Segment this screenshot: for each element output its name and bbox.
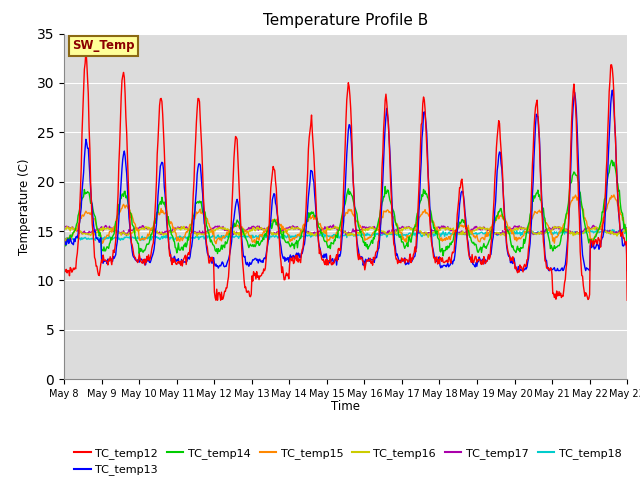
TC_temp16 [186,227,194,233]
Line: TC_temp13: TC_temp13 [64,90,627,271]
TC_temp15 [70,229,78,235]
TC_temp18 [623,229,631,235]
TC_temp15 [60,236,68,242]
TC_temp13 [609,87,616,93]
TC_temp18 [216,234,224,240]
TC_temp17 [216,224,224,230]
TC_temp12 [212,297,220,303]
TC_temp14 [186,230,193,236]
TC_temp18 [60,236,68,242]
Line: TC_temp14: TC_temp14 [64,160,627,256]
TC_temp13 [431,255,438,261]
TC_temp16 [128,230,136,236]
TC_temp16 [424,235,432,240]
TC_temp16 [180,224,188,229]
Line: TC_temp18: TC_temp18 [64,229,627,241]
TC_temp17 [186,228,194,234]
X-axis label: Time: Time [331,400,360,413]
Line: TC_temp16: TC_temp16 [64,227,627,238]
TC_temp12 [432,255,440,261]
TC_temp13 [414,229,422,235]
TC_temp12 [129,246,137,252]
TC_temp12 [623,297,631,303]
TC_temp12 [186,242,194,248]
Legend: TC_temp12, TC_temp13, TC_temp14, TC_temp15, TC_temp16, TC_temp17, TC_temp18: TC_temp12, TC_temp13, TC_temp14, TC_temp… [70,444,626,480]
TC_temp18 [431,232,439,238]
TC_temp17 [60,224,68,230]
TC_temp12 [70,266,78,272]
TC_temp14 [60,240,68,246]
TC_temp12 [416,169,424,175]
TC_temp16 [70,227,78,233]
TC_temp13 [60,235,68,241]
TC_temp16 [432,228,440,234]
TC_temp14 [70,228,78,234]
TC_temp14 [128,221,136,227]
Line: TC_temp17: TC_temp17 [64,225,627,235]
TC_temp15 [128,214,136,219]
TC_temp13 [215,264,223,269]
TC_temp15 [431,222,438,228]
TC_temp14 [439,253,447,259]
TC_temp18 [66,239,74,244]
TC_temp14 [608,157,616,163]
TC_temp13 [186,256,193,262]
TC_temp17 [129,228,137,234]
TC_temp18 [609,227,616,232]
TC_temp15 [414,219,422,225]
TC_temp18 [415,231,422,237]
TC_temp15 [610,192,618,198]
TC_temp17 [70,227,78,232]
TC_temp17 [416,230,424,236]
TC_temp17 [330,222,337,228]
Title: Temperature Profile B: Temperature Profile B [263,13,428,28]
TC_temp13 [128,248,136,254]
TC_temp16 [623,225,631,231]
Line: TC_temp12: TC_temp12 [64,50,627,300]
TC_temp14 [414,209,422,215]
TC_temp18 [129,234,137,240]
TC_temp13 [623,268,631,274]
TC_temp16 [60,228,68,233]
TC_temp16 [216,226,224,231]
TC_temp12 [60,263,68,268]
TC_temp12 [217,297,225,303]
Text: SW_Temp: SW_Temp [72,39,135,52]
TC_temp17 [123,232,131,238]
TC_temp12 [82,48,90,53]
TC_temp16 [415,229,422,235]
Y-axis label: Temperature (C): Temperature (C) [18,158,31,255]
TC_temp15 [623,243,631,249]
TC_temp14 [431,225,438,231]
TC_temp14 [623,253,631,259]
TC_temp15 [215,235,223,241]
TC_temp18 [71,236,79,241]
TC_temp18 [186,234,194,240]
Line: TC_temp15: TC_temp15 [64,195,627,246]
TC_temp17 [623,225,631,230]
TC_temp13 [70,236,78,242]
TC_temp14 [215,249,223,254]
TC_temp17 [432,227,440,232]
TC_temp15 [186,223,193,229]
TC_temp13 [513,268,520,274]
